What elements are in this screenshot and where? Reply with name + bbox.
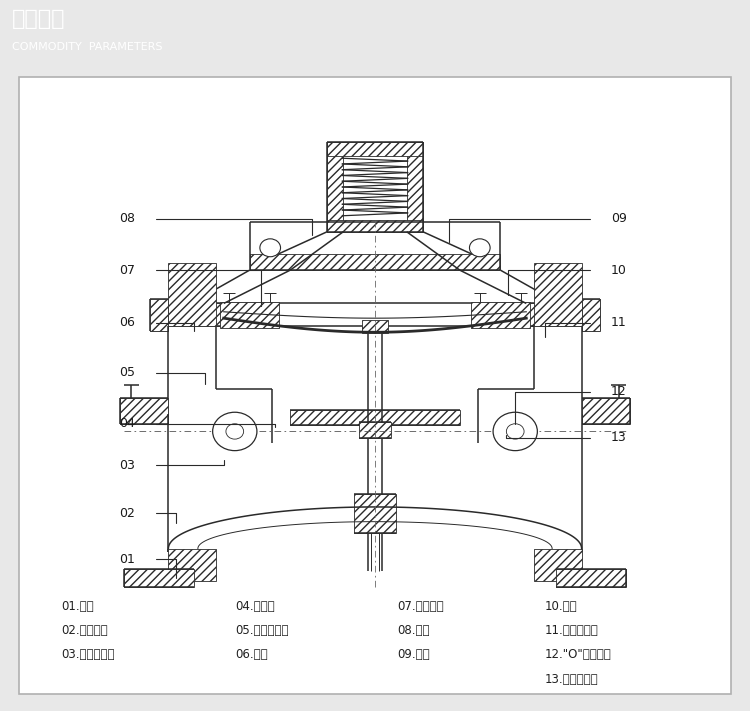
- Text: 03.阀瓣密封圈: 03.阀瓣密封圈: [62, 648, 115, 661]
- Circle shape: [506, 424, 524, 439]
- Bar: [168, 549, 216, 580]
- Bar: [406, 142, 423, 232]
- Bar: [534, 549, 582, 580]
- Text: 08.阀盖: 08.阀盖: [398, 624, 430, 637]
- Text: 12: 12: [611, 385, 627, 398]
- Bar: [290, 410, 460, 425]
- Text: 02.导向阀瓣: 02.导向阀瓣: [62, 624, 108, 637]
- Text: 06: 06: [119, 316, 135, 329]
- Text: 13.内六角螺栓: 13.内六角螺栓: [544, 673, 598, 685]
- Bar: [471, 302, 530, 328]
- Bar: [358, 422, 392, 438]
- Bar: [327, 220, 423, 232]
- Text: 11: 11: [611, 316, 627, 329]
- Bar: [168, 304, 224, 326]
- Bar: [556, 569, 626, 587]
- Text: 09: 09: [611, 213, 627, 225]
- Bar: [220, 302, 279, 328]
- Circle shape: [226, 424, 244, 439]
- Circle shape: [493, 412, 537, 451]
- Bar: [124, 569, 194, 587]
- Text: 01: 01: [119, 553, 135, 566]
- Text: 商品结构: 商品结构: [12, 9, 65, 29]
- Bar: [362, 320, 388, 333]
- Text: 02: 02: [119, 507, 135, 520]
- Bar: [327, 142, 423, 156]
- Bar: [534, 262, 582, 326]
- Text: 05: 05: [119, 366, 135, 379]
- Text: 12."O"形密封圈: 12."O"形密封圈: [544, 648, 611, 661]
- Text: 10.螺栓: 10.螺栓: [544, 600, 578, 613]
- Bar: [354, 494, 396, 533]
- Bar: [526, 304, 582, 326]
- Text: 10: 10: [611, 264, 627, 277]
- Text: 06.膜片: 06.膜片: [235, 648, 268, 661]
- Bar: [327, 142, 344, 232]
- Bar: [168, 262, 216, 326]
- Bar: [150, 299, 168, 331]
- Bar: [582, 398, 629, 424]
- Bar: [121, 398, 168, 424]
- Text: 09.弹簧: 09.弹簧: [398, 648, 430, 661]
- Text: COMMODITY  PARAMETERS: COMMODITY PARAMETERS: [12, 41, 163, 52]
- Text: 04: 04: [119, 417, 135, 430]
- Text: 07: 07: [119, 264, 135, 277]
- Text: 13: 13: [611, 432, 627, 444]
- Circle shape: [470, 239, 490, 257]
- Circle shape: [260, 239, 280, 257]
- Text: 03: 03: [119, 459, 135, 472]
- Bar: [582, 299, 600, 331]
- Text: 08: 08: [119, 213, 135, 225]
- Text: 11.内六角螺栓: 11.内六角螺栓: [544, 624, 598, 637]
- Text: 05.导向主阀瓣: 05.导向主阀瓣: [235, 624, 288, 637]
- Text: 01.阀体: 01.阀体: [62, 600, 94, 613]
- Circle shape: [213, 412, 257, 451]
- Text: 04.主阀瓣: 04.主阀瓣: [235, 600, 274, 613]
- Text: 07.膜片压板: 07.膜片压板: [398, 600, 444, 613]
- Bar: [250, 255, 500, 270]
